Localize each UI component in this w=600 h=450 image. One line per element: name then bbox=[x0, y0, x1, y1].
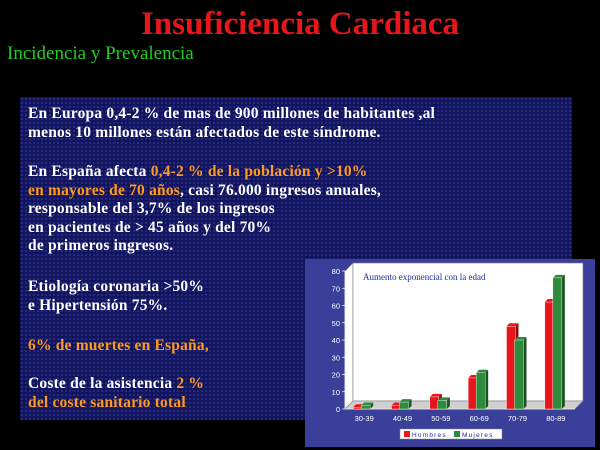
legend-swatch-hombres bbox=[404, 431, 410, 437]
x-tick-label: 40-49 bbox=[393, 414, 412, 423]
cost-line-2: del coste sanitario total bbox=[28, 393, 186, 411]
bar-top-mujeres bbox=[552, 274, 565, 278]
europe-line-1: En Europa 0,4-2 % de mas de 900 millones… bbox=[28, 105, 436, 122]
bar-mujeres bbox=[399, 401, 409, 410]
slide-title: Insuficiencia Cardiaca bbox=[140, 6, 460, 42]
bar-mujeres bbox=[360, 405, 371, 410]
cost-line-1-highlight: 2 % bbox=[176, 375, 205, 392]
spain-line-1-start: En España afecta bbox=[28, 163, 151, 180]
age-bar-chart: 0 10 20 30 40 50 60 70 80 Aumento exponencial con… bbox=[305, 259, 595, 447]
cost-paragraph: Coste de la asistencia 2 % del coste san… bbox=[28, 375, 204, 412]
bar-hombres bbox=[544, 301, 555, 410]
bar-side-mujeres bbox=[485, 369, 489, 409]
bar-hombres bbox=[391, 405, 401, 410]
x-tick-label: 30-39 bbox=[355, 414, 374, 423]
bar-top-mujeres bbox=[361, 402, 374, 406]
y-tick-label: 0 bbox=[336, 405, 340, 414]
bar-hombres bbox=[506, 325, 516, 410]
chart-title: Aumento exponencial con la edad bbox=[363, 272, 486, 282]
y-tick-label: 60 bbox=[332, 302, 340, 311]
spain-line-4: en pacientes de > 45 años y del 70% bbox=[28, 218, 272, 236]
etiology-line-1: Etiología coronaria >50% bbox=[28, 278, 205, 295]
x-tick-label: 50-59 bbox=[431, 414, 450, 423]
etiology-line-2: e Hipertensión 75%. bbox=[28, 296, 168, 314]
cost-line-1-start: Coste de la asistencia bbox=[28, 375, 177, 392]
legend-swatch-mujeres bbox=[454, 431, 460, 437]
bar-mujeres bbox=[514, 339, 524, 410]
spain-paragraph: En España afecta 0,4-2 % de la población… bbox=[28, 163, 381, 256]
cost-line-1: Coste de la asistencia 2 % bbox=[28, 375, 204, 394]
bar-hombres bbox=[467, 377, 478, 410]
chart-svg: 0 10 20 30 40 50 60 70 80 Aumento exponencial con… bbox=[332, 262, 584, 440]
bar-hombres bbox=[352, 407, 363, 410]
x-tick-label: 70-79 bbox=[508, 414, 527, 423]
legend-label-mujeres: Mujeres bbox=[462, 432, 494, 439]
spain-line-1-highlight: 0,4-2 % de la población y >10% bbox=[150, 163, 368, 180]
text-panel bbox=[20, 97, 572, 420]
chart-legend-box bbox=[399, 428, 503, 440]
legend-label-hombres: Hombres bbox=[412, 432, 447, 439]
y-tick-label: 80 bbox=[332, 267, 340, 276]
bar-side-mujeres bbox=[408, 399, 412, 409]
bar-top-mujeres bbox=[514, 337, 527, 340]
bar-side-mujeres bbox=[446, 397, 450, 409]
x-tick-label: 80-89 bbox=[546, 414, 565, 423]
spain-line-5: de primeros ingresos. bbox=[28, 237, 174, 254]
europe-paragraph: En Europa 0,4-2 % de mas de 900 millones… bbox=[28, 105, 435, 142]
etiology-paragraph: Etiología coronaria >50% e Hipertensión … bbox=[28, 278, 204, 315]
bar-top-mujeres bbox=[399, 399, 412, 403]
europe-line-2: menos 10 millones están afectados de est… bbox=[28, 123, 381, 141]
bar-side-mujeres bbox=[523, 337, 527, 409]
bar-top-hombres bbox=[506, 323, 519, 327]
bar-hombres bbox=[429, 396, 440, 410]
bar-mujeres bbox=[552, 277, 563, 410]
bar-mujeres bbox=[475, 372, 486, 410]
spain-line-2-rest: , casi 76.000 ingresos anuales, bbox=[180, 181, 382, 199]
spain-line-1: En España afecta 0,4-2 % de la población… bbox=[28, 163, 381, 182]
bar-top-mujeres bbox=[437, 397, 450, 401]
y-tick-label: 50 bbox=[332, 319, 340, 328]
bar-mujeres bbox=[437, 400, 448, 410]
y-tick-label: 30 bbox=[332, 353, 340, 362]
y-tick-label: 10 bbox=[332, 388, 340, 397]
mortality-paragraph: 6% de muertes en España, bbox=[28, 337, 209, 354]
y-tick-label: 40 bbox=[332, 336, 340, 345]
y-tick-label: 20 bbox=[332, 371, 340, 380]
bar-side-mujeres bbox=[370, 402, 374, 409]
y-tick-label: 70 bbox=[332, 284, 340, 293]
bar-side-mujeres bbox=[561, 274, 565, 409]
bar-top-hombres bbox=[429, 393, 442, 397]
spain-line-2-highlight: en mayores de 70 años bbox=[28, 181, 181, 199]
slide-subtitle: Incidencia y Prevalencia bbox=[7, 43, 194, 64]
bar-top-mujeres bbox=[476, 369, 489, 373]
spain-line-3: responsable del 3,7% de los ingresos bbox=[28, 200, 275, 217]
x-tick-label: 60-69 bbox=[470, 414, 489, 423]
spain-line-2: en mayores de 70 años, casi 76.000 ingre… bbox=[28, 182, 381, 201]
chart-side-wall bbox=[344, 262, 354, 410]
